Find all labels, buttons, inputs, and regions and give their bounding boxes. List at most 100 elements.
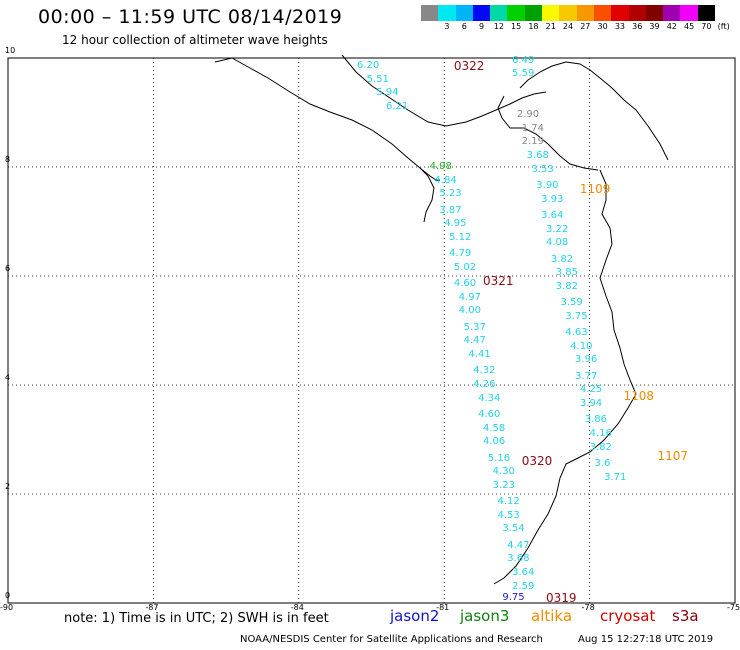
wave-height-value: 3.87 [439,204,462,216]
wave-height-value: 3.23 [492,479,515,491]
wave-height-value: 3.53 [531,163,554,175]
color-scale-label: 36 [632,22,643,31]
wave-height-value: 4.32 [473,365,496,377]
color-scale-label: 42 [666,22,677,31]
wave-height-value: 4.84 [434,174,457,186]
color-scale-cell [472,5,491,21]
wave-height-value: 1.74 [521,122,544,134]
legend-entry-jason3: jason3 [460,607,510,625]
pass-time-label: 1109 [579,181,611,196]
wave-height-value: 4.63 [565,327,588,339]
wave-height-value: 4.34 [478,392,501,404]
color-scale-cell [524,5,543,21]
color-scale-label: 6 [461,22,467,31]
wave-height-value: 4.95 [444,218,467,230]
wave-height-value: 6.20 [356,60,380,72]
wave-height-value: 3.82 [555,280,578,292]
wave-height-value: 4.47 [507,539,530,551]
latitude-tick-label: 4 [5,373,11,382]
color-scale-cell [507,5,525,21]
credit-line: NOAA/NESDIS Center for Satellite Applica… [240,634,543,645]
color-scale-cell [663,5,681,21]
wave-height-value: 5.23 [439,188,462,200]
legend-entry-s3a: s3a [672,607,699,625]
wave-height-value: 4.60 [478,408,501,420]
wave-height-value: 4.06 [482,436,506,448]
lat-lon-grid [7,57,736,604]
color-scale-label: 24 [562,22,574,31]
latitude-tick-label: 10 [5,46,16,55]
wave-height-value: 3.82 [589,441,612,453]
wave-height-value: 4.98 [429,161,452,172]
color-scale-labels: 3 6 9 12 15 18 21 24 27 30 33 36 39 42 45 70 (ft) [421,22,732,34]
wave-height-value: 5.16 [487,452,511,464]
wave-height-value: 4.10 [570,340,593,352]
wave-height-value: 3.75 [565,310,588,322]
wave-height-value: 5.37 [463,321,486,333]
wave-height-value: 4.97 [458,291,481,303]
color-scale-cell [593,5,612,21]
color-scale-cell [421,5,439,21]
color-scale-label: 27 [580,22,591,31]
wave-height-value: 2.19 [521,136,544,148]
color-scale-label: 21 [545,22,556,31]
color-scale-label: (ft) [717,22,730,31]
color-scale-cell [542,5,560,21]
wave-height-value: 4.30 [492,466,515,478]
pass-time-label: 1108 [623,388,655,403]
wave-height-value: 4.53 [497,509,520,521]
wave-height-value: 5.02 [453,261,477,273]
wave-height-value: 4.12 [497,496,520,508]
wave-height-value: 3.82 [550,253,574,265]
color-scale-label: 15 [511,22,522,31]
color-scale-cell [438,5,456,21]
color-scale-label: 3 [444,22,450,31]
latitude-tick-label: 2 [5,482,11,491]
wave-height-value: 4.00 [458,305,481,317]
wave-height-value: 3.96 [575,354,598,366]
longitude-tick-label: -75 [727,603,740,612]
wave-height-value: 6.49 [512,54,535,66]
color-scale-cell [697,5,716,21]
color-scale-label: 12 [493,22,504,31]
color-scale-label: 39 [649,22,660,31]
color-scale-label: 45 [684,22,695,31]
wave-height-value: 5.12 [449,231,472,243]
wave-height-value: 3.64 [541,210,564,222]
color-scale-label: 30 [597,22,608,31]
color-scale-cell [576,5,594,21]
latitude-tick-label: 8 [5,155,11,164]
pass-time-label: 0321 [482,274,514,289]
wave-height-value: 4.47 [463,335,486,347]
color-scale-cell [455,5,473,21]
wave-height-value: 3.90 [536,180,559,192]
page-subtitle: 12 hour collection of altimeter wave hei… [62,33,328,47]
pass-time-label: 0322 [453,59,485,74]
wave-height-value: 6.21 [386,101,409,113]
wave-height-value: 3.54 [502,523,525,535]
azuero-peninsula [419,167,435,223]
wave-height-value: 3.86 [584,414,608,426]
wave-height-value: 4.79 [449,248,472,260]
legend-entry-jason2: jason2 [390,607,440,625]
latitude-tick-label: 0 [5,591,11,600]
color-scale-cell [628,5,646,21]
wave-height-value: 3.64 [512,567,535,579]
color-scale-label: 70 [701,22,712,31]
longitude-tick-label: -81 [436,603,450,612]
wave-height-value: 4.16 [589,428,612,440]
map-frame [7,57,736,604]
pass-time-label: 0320 [521,454,553,469]
wave-height-value: 3.59 [560,297,583,309]
longitude-tick-label: -78 [581,603,595,612]
generated-timestamp: Aug 15 12:27:18 UTC 2019 [578,634,714,645]
wave-height-value: 5.51 [366,73,389,85]
color-scale-label: 33 [614,22,625,31]
wave-height-value: 4.08 [545,237,569,249]
wave-height-value: 9.75 [502,591,525,603]
wave-height-value: 4.60 [453,278,477,290]
longitude-tick-label: -84 [290,603,304,612]
legend-entry-cryosat: cryosat [600,607,656,625]
wave-height-value: 4.25 [579,384,603,396]
